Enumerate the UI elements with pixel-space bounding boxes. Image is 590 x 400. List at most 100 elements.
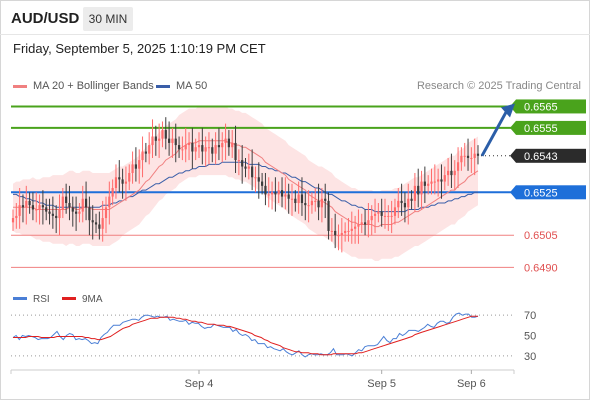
level-tag-0.6565: [516, 99, 586, 114]
candle-body: [71, 207, 74, 212]
level-tag-pointer-0.6525: [510, 185, 516, 200]
candle-body: [307, 205, 310, 207]
x-tick-label-Sep 6: Sep 6: [457, 378, 486, 390]
candle-body: [450, 170, 453, 176]
candle-body: [443, 175, 446, 182]
candle-body: [280, 190, 284, 197]
candle-body: [131, 164, 134, 173]
level-label-0.6490: 0.6490: [524, 262, 558, 274]
last-price-tag-pointer: [510, 148, 516, 163]
candle-body: [297, 194, 300, 204]
candle-body: [456, 162, 460, 171]
candle-body: [91, 220, 94, 223]
candle-body: [21, 205, 25, 208]
candle-body: [58, 209, 61, 219]
candle-body: [168, 138, 171, 143]
legend-ma50: MA 50: [156, 80, 207, 92]
candle-body: [197, 145, 201, 148]
symbol-title: AUD/USD: [11, 10, 80, 27]
x-tick-label-Sep 5: Sep 5: [367, 378, 396, 390]
last-price-tag: [516, 148, 586, 163]
candle-body: [447, 170, 450, 176]
candle-body: [211, 147, 214, 154]
candle-body: [161, 130, 164, 139]
candle-body: [111, 188, 114, 197]
candle-body: [217, 145, 221, 148]
candle-body: [221, 142, 224, 148]
candle-body: [204, 147, 207, 152]
candle-body: [98, 224, 101, 229]
candle-body: [261, 181, 264, 186]
candle-body: [337, 235, 340, 237]
candle-body: [144, 151, 147, 154]
candle-body: [317, 200, 320, 208]
header-divider: [0, 34, 590, 35]
candle-body: [466, 155, 470, 158]
rsi-tick-30: 30: [524, 351, 536, 363]
rsi-tick-50: 50: [524, 331, 536, 343]
legend-bollinger-label: MA 20 + Bollinger Bands: [33, 80, 154, 92]
rsi-ma-line: [13, 315, 478, 356]
candle-body: [370, 215, 373, 221]
candle-body: [274, 192, 277, 195]
candle-body: [357, 224, 360, 227]
candle-body: [164, 130, 167, 139]
candle-body: [124, 181, 128, 184]
candle-body: [287, 194, 290, 199]
legend-ma50-swatch: [156, 84, 170, 88]
candle-body: [84, 198, 88, 208]
candle-body: [94, 222, 98, 225]
ma20-line: [13, 140, 479, 228]
level-label-0.6565: 0.6565: [524, 101, 558, 113]
candle-body: [380, 211, 383, 216]
candle-body: [420, 181, 423, 195]
legend-bollinger-swatch: [13, 84, 27, 88]
candle-body: [330, 230, 333, 232]
candle-body: [403, 203, 407, 208]
candle-body: [423, 181, 426, 186]
candle-body: [470, 157, 473, 159]
candle-body: [284, 194, 287, 197]
candle-body: [390, 215, 393, 217]
candle-body: [45, 207, 48, 212]
forecast-arrow-head: [501, 103, 515, 118]
timeframe-button[interactable]: 30 MIN: [83, 7, 133, 31]
candle-body: [174, 138, 177, 146]
candle-body: [314, 200, 317, 202]
candle-body: [11, 218, 15, 223]
candle-body: [128, 172, 131, 182]
level-label-0.6525: 0.6525: [524, 187, 558, 199]
candle-body: [476, 153, 480, 156]
candle-body: [264, 185, 267, 195]
candle-body: [440, 179, 443, 182]
candle-body: [181, 149, 184, 151]
candle-body: [373, 213, 377, 216]
candle-body: [241, 160, 244, 167]
candle-body: [383, 215, 387, 217]
candle-body: [453, 170, 456, 176]
candle-body: [460, 155, 463, 163]
candle-body: [377, 211, 380, 214]
candle-body: [207, 147, 211, 149]
candle-body: [437, 179, 440, 182]
candle-body: [31, 205, 35, 210]
candle-body: [413, 185, 416, 201]
candle-body: [427, 183, 430, 186]
level-tag-0.6555: [516, 120, 586, 135]
candle-body: [393, 207, 397, 216]
candle-body: [151, 136, 154, 146]
candle-body: [118, 177, 121, 180]
candle-body: [81, 198, 84, 212]
candle-body: [55, 215, 58, 219]
candle-body: [184, 145, 187, 150]
candle-body: [101, 218, 104, 229]
candle-body: [310, 200, 314, 206]
candle-body: [177, 145, 181, 150]
candle-body: [25, 200, 28, 208]
candle-body: [360, 222, 363, 225]
candle-body: [104, 207, 108, 219]
last-price-label: 0.6543: [524, 151, 558, 163]
candle-body: [38, 205, 41, 210]
candle-body: [407, 198, 410, 208]
candle-body: [201, 145, 204, 152]
